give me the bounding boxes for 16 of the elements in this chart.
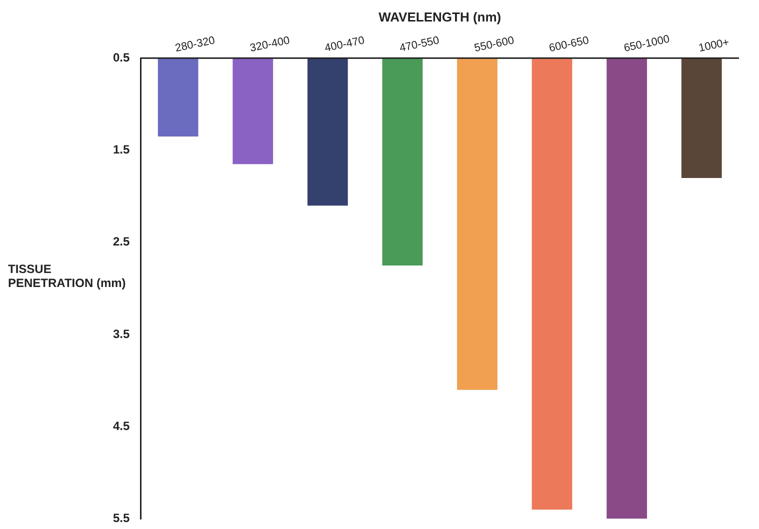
y-tick-label: 1.5 — [112, 142, 130, 157]
x-tick-label: 650-1000 — [622, 33, 671, 55]
y-tick-label: 3.5 — [112, 326, 130, 341]
y-tick-label: 2.5 — [112, 234, 130, 249]
x-tick-label: 320-400 — [248, 34, 291, 55]
x-axis-title: WAVELENGTH (nm) — [378, 9, 502, 24]
y-tick-label: 5.5 — [112, 511, 130, 526]
x-tick-label: 600-650 — [548, 34, 590, 55]
y-axis-title: TISSUE PENETRATION (mm) — [8, 262, 127, 290]
x-tick-label: 550-600 — [473, 34, 516, 55]
x-tick-label: 280-320 — [174, 34, 216, 55]
x-tick-label: 470-550 — [398, 34, 440, 55]
x-tick-label: 400-470 — [324, 34, 366, 55]
y-tick-label: 0.5 — [112, 50, 130, 64]
x-tick-label: 1000+ — [698, 36, 730, 55]
y-tick-label: 4.5 — [112, 418, 130, 433]
